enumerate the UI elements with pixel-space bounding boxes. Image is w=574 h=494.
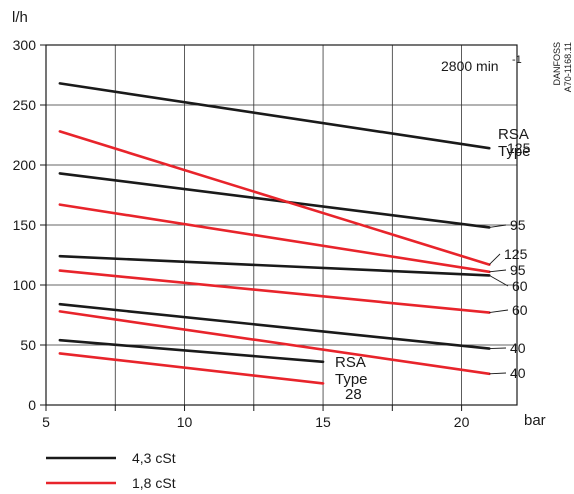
y-tick-label: 0	[28, 397, 36, 413]
leader-line	[489, 269, 507, 273]
type-label-bottom-line3: 28	[345, 386, 362, 403]
type-label-bottom-line2: Type	[335, 371, 368, 388]
watermark-code: A70-1168.11	[563, 42, 573, 92]
x-tick-label: 20	[454, 414, 470, 430]
type-label-right-line1: RSA	[498, 126, 529, 143]
x-axis-label: bar	[524, 412, 546, 429]
series-end-label: 40	[510, 340, 526, 356]
y-tick-label: 250	[13, 97, 37, 113]
series-end-label: 95	[510, 262, 526, 278]
axes: 0 50 100 150 200 250 300 5 10 15 20	[13, 37, 518, 430]
leader-line	[489, 275, 509, 287]
series-lines	[58, 82, 491, 385]
series-line-125-43	[58, 82, 491, 150]
y-tick-label: 50	[20, 337, 36, 353]
series-end-label: 125	[507, 140, 531, 156]
watermark-brand: DANFOSS	[552, 42, 562, 86]
series-line-40-43	[58, 302, 491, 350]
series-line-95-18	[58, 203, 491, 274]
type-label-bottom-line1: RSA	[335, 354, 366, 371]
x-tick-label: 5	[42, 414, 50, 430]
leader-line	[488, 253, 501, 265]
y-tick-label: 150	[13, 217, 37, 233]
series-line-40-18	[58, 310, 491, 376]
legend-label-4-3-cst: 4,3 cSt	[132, 450, 176, 466]
series-line-125-18	[58, 130, 491, 266]
y-tick-label: 200	[13, 157, 37, 173]
series-line-type28-18	[58, 352, 325, 385]
series-line-60-43	[58, 254, 491, 277]
series-line-type28-43	[58, 338, 325, 364]
series-line-60-18	[58, 269, 491, 314]
legend-label-1-8-cst: 1,8 cSt	[132, 475, 176, 491]
series-end-label: 95	[510, 217, 526, 233]
series-end-label: 125	[504, 246, 528, 262]
x-tick-label: 15	[315, 414, 331, 430]
series-end-label: 40	[510, 365, 526, 381]
series-end-label: 60	[512, 278, 528, 294]
leader-line	[489, 347, 507, 350]
y-tick-label: 300	[13, 37, 37, 53]
type-label-right-line2: Type	[498, 143, 531, 160]
y-tick-label: 100	[13, 277, 37, 293]
series-line-95-43	[58, 172, 491, 229]
speed-value: 2800 min	[441, 58, 499, 74]
grid	[45, 44, 517, 406]
y-axis-label: l/h	[12, 9, 28, 26]
leader-line	[489, 309, 509, 314]
speed-exponent: -1	[512, 54, 522, 66]
series-end-label: 60	[512, 302, 528, 318]
legend: 4,3 cSt 1,8 cSt	[46, 450, 176, 491]
speed-label: 2800 min	[441, 58, 499, 74]
leader-line	[489, 224, 507, 228]
leader-line	[489, 372, 507, 375]
x-tick-label: 10	[177, 414, 193, 430]
